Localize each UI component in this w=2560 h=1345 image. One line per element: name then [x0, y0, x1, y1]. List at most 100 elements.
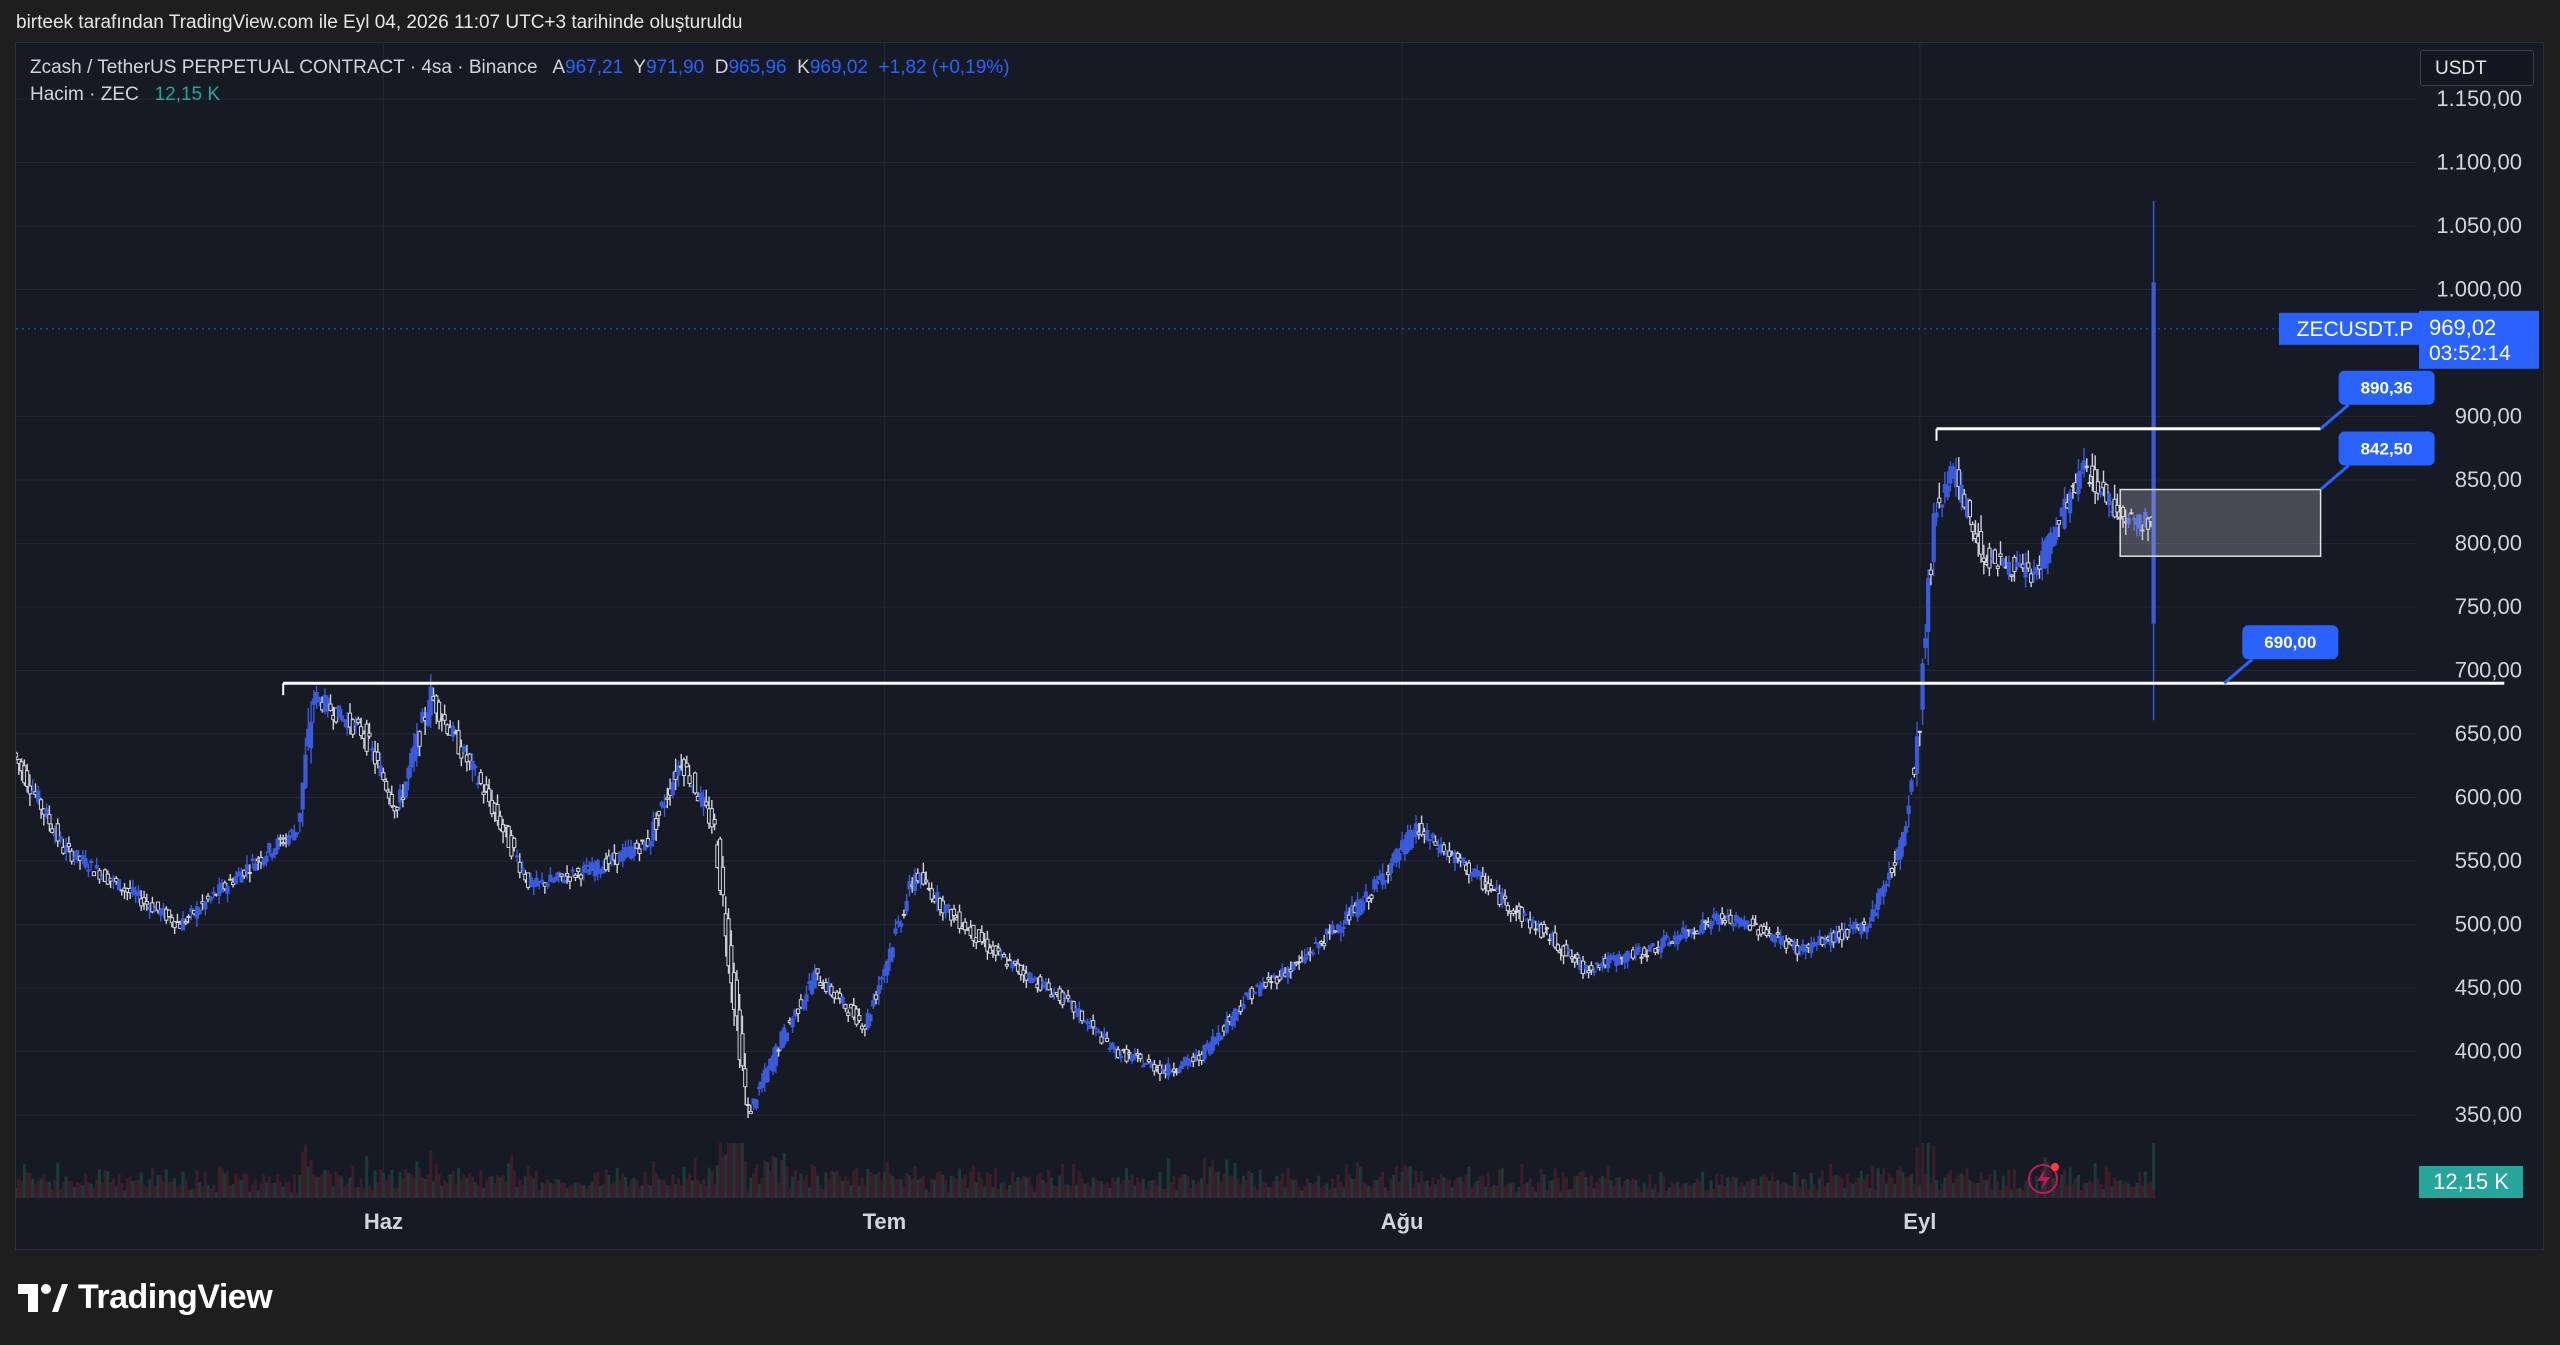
chart-caption: birteek tarafından TradingView.com ile E… — [16, 12, 743, 33]
candle-body — [1959, 484, 1964, 503]
candle-body — [116, 879, 122, 891]
volume-bar — [2088, 1180, 2092, 1198]
candle-body — [1408, 829, 1413, 850]
candle-body — [1589, 965, 1594, 971]
candle-body — [242, 869, 247, 877]
volume-bar — [1968, 1179, 1972, 1198]
candle-body — [395, 806, 400, 811]
volume-bar — [1080, 1178, 1084, 1198]
candle-body — [1180, 1061, 1185, 1069]
volume-bar — [1584, 1177, 1588, 1198]
candle-body — [796, 1008, 801, 1015]
candle-body — [1753, 922, 1758, 926]
volume-bar — [484, 1180, 488, 1198]
candle-body — [720, 866, 726, 896]
candles — [16, 200, 2156, 1119]
volume-bar — [1642, 1183, 1646, 1198]
candle-body — [1708, 920, 1714, 930]
volume-bar — [1486, 1172, 1490, 1198]
candle-body — [765, 1067, 770, 1083]
candle-body — [1266, 977, 1271, 980]
candle-body — [1945, 485, 1950, 498]
volume-bar — [1105, 1182, 1109, 1198]
volume-bar — [1865, 1174, 1869, 1198]
candle-body — [1653, 948, 1658, 953]
volume-bar — [401, 1178, 405, 1198]
volume-bar — [1770, 1172, 1774, 1198]
volume-bar — [983, 1186, 987, 1198]
volume-bar — [768, 1170, 772, 1198]
volume-bar — [315, 1176, 319, 1198]
volume-bar — [145, 1187, 149, 1198]
candle-body — [55, 823, 60, 842]
volume-bar — [649, 1184, 653, 1198]
volume-bar — [573, 1182, 577, 1198]
volume-bar — [1002, 1181, 1006, 1198]
volume-bar — [635, 1179, 639, 1198]
volume-bar — [1422, 1181, 1426, 1198]
volume-bar — [173, 1178, 177, 1198]
volume-bar — [1461, 1181, 1465, 1198]
volume-bar — [1818, 1178, 1822, 1198]
volume-bar — [106, 1171, 110, 1198]
volume-bar — [1314, 1181, 1318, 1198]
volume-bar — [1573, 1175, 1577, 1198]
volume-bar — [1514, 1192, 1518, 1198]
volume-bar — [1882, 1167, 1886, 1198]
volume-bar — [1403, 1164, 1407, 1198]
candle-body — [450, 725, 456, 737]
candle-body — [1319, 940, 1324, 944]
candle-body — [1998, 553, 2003, 557]
candle-body — [356, 718, 361, 724]
y-tick-label: 1.100,00 — [2436, 150, 2522, 175]
volume-bar — [1603, 1178, 1607, 1198]
volume-bar — [1904, 1176, 1908, 1198]
chart-frame[interactable]: 1.150,00 1.100,00 1.050,00 1.000,00 900,00 85… — [15, 42, 2544, 1250]
volume-bar — [476, 1184, 480, 1198]
volume-bar — [1445, 1179, 1449, 1198]
candle-body — [562, 879, 567, 884]
volume-bar — [2007, 1170, 2011, 1198]
callout-label: 842,50 — [2361, 440, 2413, 459]
tradingview-logo[interactable]: TradingView — [18, 1278, 273, 1317]
candle-body — [773, 1045, 778, 1066]
volume-bar — [924, 1189, 928, 1198]
volume-bar — [212, 1184, 216, 1198]
volume-bar — [888, 1173, 892, 1198]
volume-bar — [1598, 1178, 1602, 1198]
price-chart[interactable]: 1.150,00 1.100,00 1.050,00 1.000,00 900,00 85… — [16, 43, 2543, 1249]
currency-selector[interactable]: USDT — [2420, 50, 2534, 86]
volume-bar — [109, 1182, 113, 1198]
volume-bar — [270, 1183, 274, 1198]
volume-bar — [25, 1172, 29, 1198]
volume-bar — [36, 1180, 40, 1198]
candle-body — [1728, 914, 1733, 924]
volume-bar — [1523, 1183, 1527, 1198]
symbol-title[interactable]: Zcash / TetherUS PERPETUAL CONTRACT · 4s… — [30, 57, 538, 78]
volume-bar — [2107, 1172, 2111, 1198]
volume-bar — [434, 1163, 438, 1198]
candle-body — [514, 855, 520, 858]
volume-bar — [1136, 1177, 1140, 1198]
candle-body — [654, 818, 659, 830]
volume-bar — [540, 1182, 544, 1198]
volume-bar — [1200, 1178, 1204, 1198]
volume-bar — [1116, 1177, 1120, 1198]
candle-body — [38, 799, 44, 810]
legend-line: Zcash / TetherUS PERPETUAL CONTRACT · 4s… — [30, 57, 1010, 79]
volume-bar — [1548, 1180, 1552, 1198]
volume-bar — [292, 1174, 296, 1198]
volume-bar — [955, 1178, 959, 1198]
volume-bar — [1937, 1189, 1941, 1198]
y-tick-label: 400,00 — [2455, 1039, 2522, 1064]
candle-body — [1425, 830, 1430, 840]
volume-bar — [582, 1185, 586, 1198]
volume-bar — [1294, 1179, 1298, 1198]
candle-body — [1316, 942, 1321, 949]
volume-bar — [1940, 1184, 1944, 1198]
y-tick-label: 750,00 — [2455, 594, 2522, 619]
volume-bar — [1999, 1190, 2003, 1198]
candle-body — [2009, 574, 2014, 577]
volume-bar — [1219, 1181, 1223, 1198]
volume-bar — [259, 1183, 263, 1198]
